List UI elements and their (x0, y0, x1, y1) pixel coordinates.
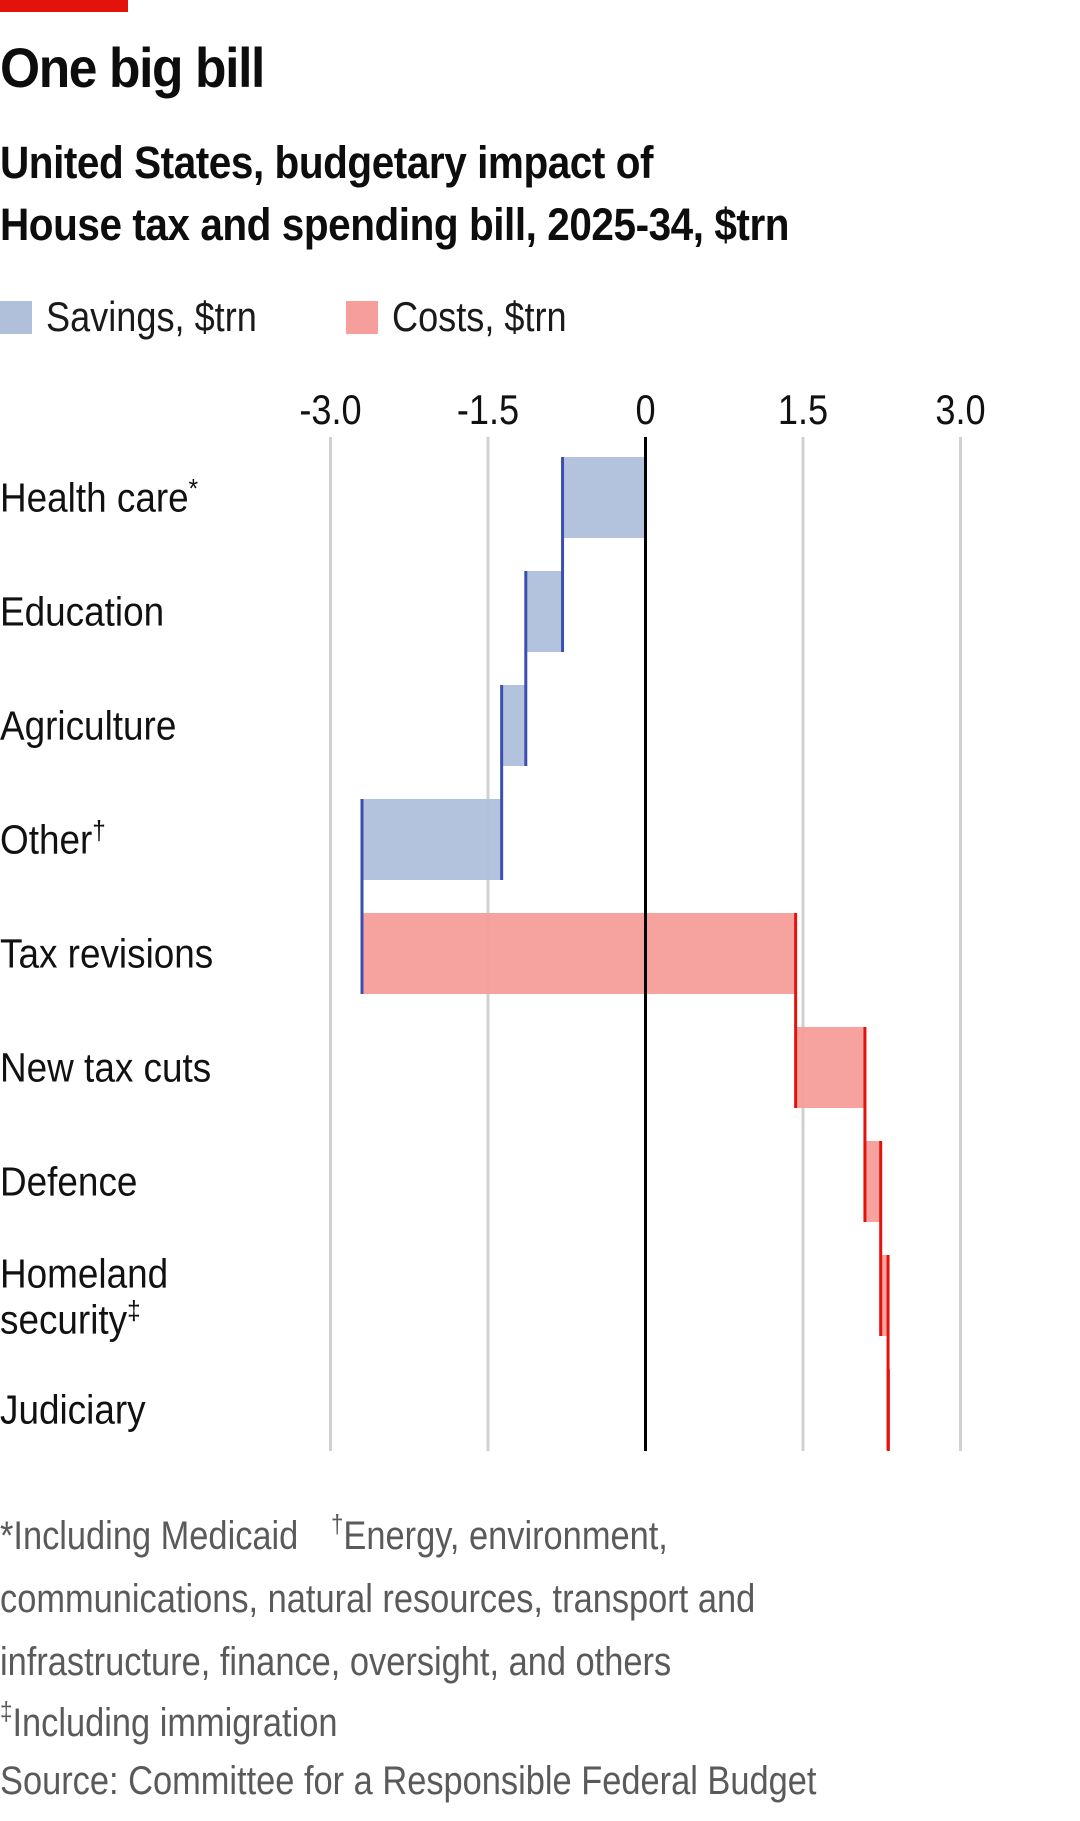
subtitle-line-1: United States, budgetary impact of (0, 137, 654, 188)
savings-bar (525, 571, 563, 652)
category-label: Agriculture (0, 704, 176, 749)
x-tick-label: -3.0 (299, 388, 361, 434)
x-tick-label: -1.5 (457, 388, 519, 434)
category-label: Tax revisions (0, 932, 213, 977)
footnote-line-1: *Including Medicaid †Energy, environment, (0, 1505, 929, 1568)
category-label: security‡ (0, 1296, 141, 1343)
category-label: Education (0, 590, 164, 635)
source-note: Source: Committee for a Responsible Fede… (0, 1759, 817, 1803)
footnotes: *Including Medicaid †Energy, environment,… (0, 1505, 1080, 1810)
footnote-mark: ‡ (127, 1296, 141, 1325)
footnote-other-start: Energy, environment, (343, 1514, 668, 1558)
category-label: Defence (0, 1160, 137, 1205)
cost-bar (795, 1027, 865, 1108)
footnote-immigration: Including immigration (12, 1701, 338, 1745)
category-label: Homeland (0, 1252, 168, 1297)
footnote-medicaid: *Including Medicaid (0, 1514, 299, 1558)
legend-item-savings: Savings, $trn (0, 292, 291, 342)
footnote-mark: * (189, 474, 198, 503)
x-tick-label: 0 (635, 388, 655, 434)
x-tick-label: 1.5 (778, 388, 828, 434)
accent-bar (0, 0, 128, 12)
legend-swatch-savings (0, 300, 32, 334)
legend-swatch-costs (346, 300, 378, 334)
waterfall-chart: -3.0 -1.5 0 1.5 3.0 Health care* Education Agri… (0, 388, 986, 1451)
savings-bar (501, 685, 526, 766)
savings-bar (362, 799, 502, 880)
category-label: Judiciary (0, 1388, 146, 1433)
legend-label-savings: Savings, $trn (46, 293, 257, 340)
cost-bar (880, 1255, 889, 1336)
legend-item-costs: Costs, $trn (346, 292, 595, 342)
footnote-double-dagger-mark: ‡ (0, 1696, 13, 1726)
chart-subtitle: United States, budgetary impact of House… (0, 132, 790, 256)
footnote-mark: † (92, 816, 106, 845)
legend-label-costs: Costs, $trn (392, 293, 567, 340)
savings-bar (562, 457, 646, 538)
footnote-dagger-mark: † (330, 1509, 344, 1539)
footnote-line-4: ‡Including immigration (0, 1694, 929, 1752)
cost-bar (362, 913, 796, 994)
x-tick-label: 3.0 (935, 388, 985, 434)
cost-bar (864, 1141, 881, 1222)
footnote-line-2: communications, natural resources, trans… (0, 1577, 756, 1621)
category-label: Health care* (0, 474, 198, 521)
category-label: New tax cuts (0, 1046, 211, 1091)
category-label: Other† (0, 816, 106, 863)
chart-title: One big bill (0, 36, 265, 99)
subtitle-line-2: House tax and spending bill, 2025-34, $t… (0, 199, 790, 250)
footnote-line-3: infrastructure, finance, oversight, and … (0, 1640, 672, 1684)
